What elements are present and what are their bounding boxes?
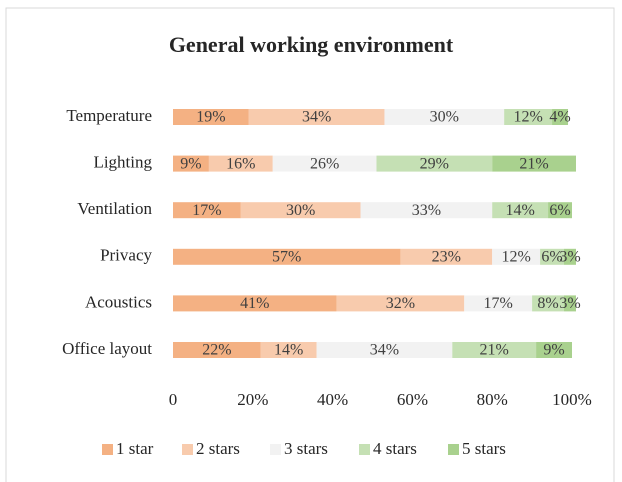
bar-segment [548, 202, 572, 219]
bar-segment [564, 248, 576, 265]
value-label: 34% [370, 342, 399, 359]
bar-segment [400, 248, 493, 265]
bar-segment [173, 342, 261, 358]
bar-segment [452, 342, 537, 358]
chart-border [5, 7, 615, 482]
bar-segment [464, 295, 533, 312]
bar-segment [260, 342, 317, 358]
legend-swatch [359, 444, 370, 455]
bar-segment [173, 295, 337, 312]
bar-segment [384, 109, 505, 125]
bar-segment [360, 202, 493, 219]
value-label: 33% [412, 202, 441, 219]
value-label: 41% [240, 295, 269, 312]
value-label: 4% [549, 109, 570, 126]
value-label: 34% [302, 109, 331, 126]
bar-segment [208, 155, 273, 172]
value-label: 9% [180, 155, 201, 172]
bar-segment [316, 342, 453, 358]
legend-swatch [102, 444, 113, 455]
value-label: 6% [541, 248, 562, 265]
y-tick-label: Lighting [93, 153, 152, 172]
bar-segment [532, 295, 565, 312]
bar-segment [504, 109, 553, 125]
value-label: 12% [513, 109, 542, 126]
bar-segment [248, 109, 385, 125]
bar-segment [492, 248, 541, 265]
value-label: 17% [484, 295, 513, 312]
bar-segment [173, 155, 209, 172]
value-label: 16% [226, 155, 255, 172]
bar-segment [564, 295, 576, 312]
legend-label: 5 stars [462, 439, 506, 458]
bar-segment [336, 295, 465, 312]
value-label: 21% [519, 155, 548, 172]
legend-label: 3 stars [284, 439, 328, 458]
x-tick-label: 60% [397, 390, 428, 409]
legend-swatch [182, 444, 193, 455]
value-label: 30% [430, 109, 459, 126]
bar-segment [173, 202, 241, 219]
x-tick-label: 20% [237, 390, 268, 409]
value-label: 12% [501, 248, 530, 265]
value-label: 32% [386, 295, 415, 312]
value-label: 3% [559, 248, 580, 265]
bar-segment [240, 202, 361, 219]
bar-segment [492, 155, 576, 172]
chart-title: General working environment [169, 32, 454, 57]
y-tick-label: Ventilation [77, 199, 152, 218]
value-label: 3% [559, 295, 580, 312]
bar-segment [272, 155, 377, 172]
value-label: 17% [192, 202, 221, 219]
value-label: 29% [420, 155, 449, 172]
value-label: 30% [286, 202, 315, 219]
bar-segment [492, 202, 549, 219]
value-label: 8% [537, 295, 558, 312]
value-label: 21% [480, 342, 509, 359]
y-tick-label: Acoustics [85, 292, 152, 311]
value-label: 26% [310, 155, 339, 172]
y-tick-label: Privacy [100, 246, 152, 265]
legend-swatch [270, 444, 281, 455]
x-tick-label: 40% [317, 390, 348, 409]
bar-segment [376, 155, 493, 172]
legend-label: 1 star [116, 439, 154, 458]
y-tick-label: Office layout [62, 339, 152, 358]
bar-segment [536, 342, 572, 358]
value-label: 57% [272, 248, 301, 265]
value-label: 6% [549, 202, 570, 219]
value-label: 14% [505, 202, 534, 219]
legend-swatch [448, 444, 459, 455]
x-tick-label: 0 [169, 390, 178, 409]
bar-segment [173, 109, 249, 125]
bar-segment [173, 248, 401, 265]
value-label: 14% [274, 342, 303, 359]
y-tick-label: Temperature [66, 106, 152, 125]
value-label: 23% [432, 248, 461, 265]
value-label: 9% [543, 342, 564, 359]
legend-label: 2 stars [196, 439, 240, 458]
value-label: 19% [196, 109, 225, 126]
bar-segment [540, 248, 565, 265]
x-tick-label: 100% [552, 390, 592, 409]
legend-label: 4 stars [373, 439, 417, 458]
value-label: 22% [202, 342, 231, 359]
bar-segment [552, 109, 569, 125]
x-tick-label: 80% [477, 390, 508, 409]
